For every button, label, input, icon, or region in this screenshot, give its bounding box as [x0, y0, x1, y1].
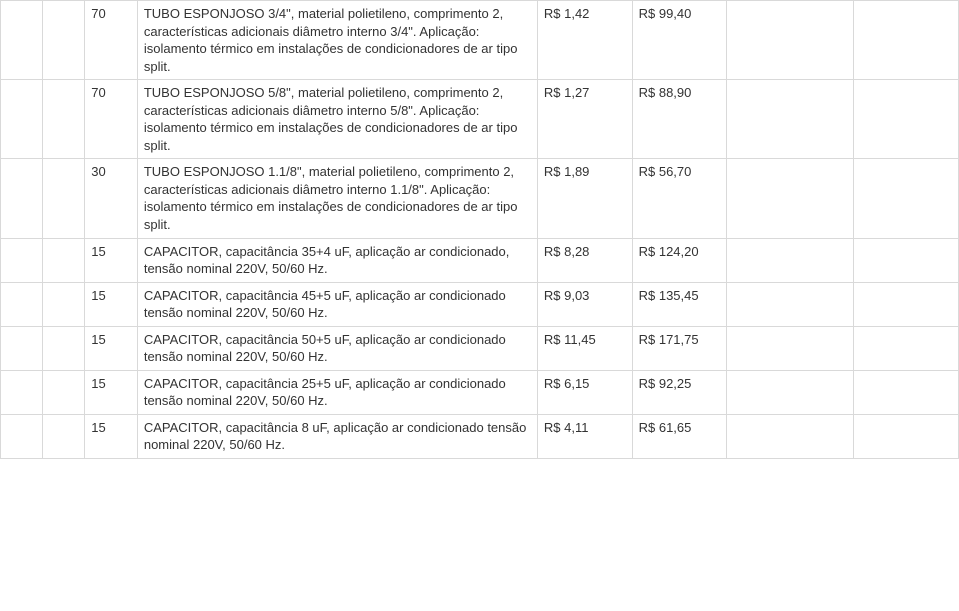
table-row: 15 CAPACITOR, capacitância 25+5 uF, apli…: [1, 370, 959, 414]
cell-blank: [853, 159, 958, 238]
cell-blank: [1, 159, 43, 238]
cell-unit: R$ 11,45: [537, 326, 632, 370]
cell-blank: [1, 80, 43, 159]
table-row: 70 TUBO ESPONJOSO 5/8", material polieti…: [1, 80, 959, 159]
cell-blank: [853, 80, 958, 159]
cell-desc: TUBO ESPONJOSO 1.1/8", material polietil…: [137, 159, 537, 238]
cell-total: R$ 56,70: [632, 159, 727, 238]
cell-blank: [727, 159, 853, 238]
pricing-table: 70 TUBO ESPONJOSO 3/4", material polieti…: [0, 0, 959, 459]
cell-blank: [43, 414, 85, 458]
table-row: 15 CAPACITOR, capacitância 8 uF, aplicaç…: [1, 414, 959, 458]
cell-blank: [43, 326, 85, 370]
table-row: 70 TUBO ESPONJOSO 3/4", material polieti…: [1, 1, 959, 80]
cell-blank: [43, 370, 85, 414]
cell-blank: [43, 238, 85, 282]
cell-blank: [853, 414, 958, 458]
cell-unit: R$ 6,15: [537, 370, 632, 414]
cell-desc: CAPACITOR, capacitância 8 uF, aplicação …: [137, 414, 537, 458]
cell-qty: 70: [85, 1, 138, 80]
cell-blank: [853, 1, 958, 80]
cell-blank: [727, 238, 853, 282]
cell-blank: [853, 370, 958, 414]
cell-blank: [727, 282, 853, 326]
cell-desc: CAPACITOR, capacitância 35+4 uF, aplicaç…: [137, 238, 537, 282]
cell-unit: R$ 8,28: [537, 238, 632, 282]
cell-blank: [727, 326, 853, 370]
cell-desc: TUBO ESPONJOSO 3/4", material polietilen…: [137, 1, 537, 80]
cell-desc: CAPACITOR, capacitância 50+5 uF, aplicaç…: [137, 326, 537, 370]
cell-qty: 15: [85, 370, 138, 414]
cell-blank: [1, 1, 43, 80]
cell-total: R$ 88,90: [632, 80, 727, 159]
cell-total: R$ 61,65: [632, 414, 727, 458]
cell-blank: [1, 370, 43, 414]
cell-blank: [727, 370, 853, 414]
cell-total: R$ 171,75: [632, 326, 727, 370]
table-body: 70 TUBO ESPONJOSO 3/4", material polieti…: [1, 1, 959, 459]
cell-total: R$ 92,25: [632, 370, 727, 414]
cell-qty: 15: [85, 238, 138, 282]
cell-unit: R$ 4,11: [537, 414, 632, 458]
cell-qty: 15: [85, 282, 138, 326]
cell-blank: [727, 414, 853, 458]
cell-blank: [1, 414, 43, 458]
cell-blank: [727, 80, 853, 159]
cell-unit: R$ 1,27: [537, 80, 632, 159]
cell-unit: R$ 1,89: [537, 159, 632, 238]
cell-total: R$ 99,40: [632, 1, 727, 80]
cell-blank: [853, 238, 958, 282]
table-row: 15 CAPACITOR, capacitância 35+4 uF, apli…: [1, 238, 959, 282]
cell-desc: CAPACITOR, capacitância 45+5 uF, aplicaç…: [137, 282, 537, 326]
cell-blank: [43, 1, 85, 80]
cell-blank: [853, 282, 958, 326]
cell-blank: [1, 326, 43, 370]
cell-total: R$ 124,20: [632, 238, 727, 282]
cell-blank: [1, 238, 43, 282]
table-row: 30 TUBO ESPONJOSO 1.1/8", material polie…: [1, 159, 959, 238]
table-row: 15 CAPACITOR, capacitância 50+5 uF, apli…: [1, 326, 959, 370]
cell-blank: [1, 282, 43, 326]
cell-blank: [43, 80, 85, 159]
cell-total: R$ 135,45: [632, 282, 727, 326]
cell-qty: 15: [85, 326, 138, 370]
cell-qty: 15: [85, 414, 138, 458]
cell-blank: [43, 282, 85, 326]
table-row: 15 CAPACITOR, capacitância 45+5 uF, apli…: [1, 282, 959, 326]
cell-desc: CAPACITOR, capacitância 25+5 uF, aplicaç…: [137, 370, 537, 414]
cell-qty: 30: [85, 159, 138, 238]
cell-blank: [853, 326, 958, 370]
cell-unit: R$ 9,03: [537, 282, 632, 326]
cell-qty: 70: [85, 80, 138, 159]
cell-unit: R$ 1,42: [537, 1, 632, 80]
cell-desc: TUBO ESPONJOSO 5/8", material polietilen…: [137, 80, 537, 159]
cell-blank: [43, 159, 85, 238]
cell-blank: [727, 1, 853, 80]
